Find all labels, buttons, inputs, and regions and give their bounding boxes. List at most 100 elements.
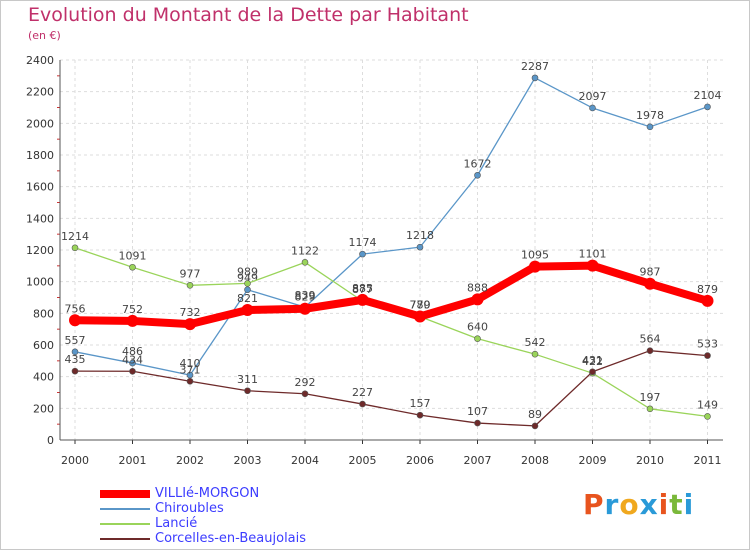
data-label-lancie: 197: [640, 391, 661, 404]
data-point-lancie: [474, 335, 481, 342]
data-label-lancie: 977: [180, 267, 201, 280]
legend-label: Lancié: [155, 516, 198, 531]
data-point-chiroubles: [531, 74, 539, 82]
data-label-villie-morgon: 821: [237, 292, 258, 305]
chart-legend: VILLIé-MORGON Chiroubles Lancié Corcelles-e…: [100, 486, 400, 546]
data-point-chiroubles: [359, 250, 366, 258]
data-point-villie-morgon: [299, 302, 311, 315]
data-label-chiroubles: 839: [295, 289, 316, 302]
data-point-villie-morgon: [529, 260, 541, 273]
y-tick-label: 1200: [26, 244, 54, 257]
legend-label: Corcelles-en-Beaujolais: [155, 531, 307, 546]
data-point-villie-morgon: [241, 304, 254, 317]
y-tick-label: 1600: [26, 181, 54, 194]
data-label-chiroubles: 486: [122, 345, 143, 358]
data-point-lancie: [186, 282, 194, 289]
data-label-lancie: 1091: [119, 249, 147, 262]
data-label-corcelles-en-beaujolais: 533: [697, 338, 718, 351]
x-tick-label: 2006: [406, 454, 434, 467]
data-point-villie-morgon: [126, 314, 139, 327]
data-label-corcelles-en-beaujolais: 292: [295, 376, 316, 389]
data-point-villie-morgon: [701, 294, 714, 307]
chart-title: Evolution du Montant de la Dette par Hab…: [28, 4, 469, 26]
y-tick-label: 200: [33, 402, 54, 415]
data-label-lancie: 542: [525, 336, 546, 349]
x-tick-label: 2002: [176, 454, 204, 467]
y-tick-label: 1800: [26, 149, 54, 162]
series-line-villie-morgon: [71, 261, 712, 329]
x-tick-label: 2010: [636, 454, 664, 467]
data-label-corcelles-en-beaujolais: 157: [410, 397, 431, 410]
data-label-corcelles-en-beaujolais: 371: [180, 363, 201, 376]
logo-letter: x: [639, 488, 659, 521]
data-label-villie-morgon: 987: [640, 266, 661, 279]
data-label-lancie: 779: [410, 299, 431, 312]
data-label-corcelles-en-beaujolais: 564: [640, 333, 661, 346]
x-tick-label: 2003: [234, 454, 262, 467]
proxiti-logo: Proxiti: [583, 488, 694, 521]
data-point-corcelles-en-beaujolais: [359, 400, 366, 408]
legend-swatch: [100, 523, 150, 525]
data-label-chiroubles: 2097: [579, 90, 607, 103]
data-label-lancie: 1214: [61, 230, 89, 243]
data-point-chiroubles: [589, 104, 596, 112]
data-label-corcelles-en-beaujolais: 431: [582, 354, 603, 367]
data-point-chiroubles: [704, 103, 711, 111]
data-label-villie-morgon: 1095: [521, 249, 549, 262]
data-label-chiroubles: 410: [180, 357, 201, 370]
data-label-villie-morgon: 780: [410, 299, 431, 312]
data-point-chiroubles: [646, 123, 654, 131]
data-label-lancie: 422: [582, 355, 603, 368]
data-point-corcelles-en-beaujolais: [129, 367, 136, 375]
y-tick-label: 2400: [26, 54, 54, 67]
y-tick-label: 2200: [26, 86, 54, 99]
y-tick-label: 1400: [26, 212, 54, 225]
data-label-villie-morgon: 829: [295, 291, 316, 304]
data-point-corcelles-en-beaujolais: [244, 387, 251, 395]
legend-item: Chiroubles: [100, 501, 400, 516]
y-tick-label: 1000: [26, 276, 54, 289]
y-tick-label: 400: [33, 371, 54, 384]
data-label-chiroubles: 2104: [694, 89, 722, 102]
legend-swatch: [100, 490, 150, 498]
x-tick-label: 2007: [464, 454, 492, 467]
data-label-chiroubles: 1672: [464, 157, 492, 170]
data-label-corcelles-en-beaujolais: 434: [122, 353, 143, 366]
data-point-lancie: [646, 405, 654, 413]
data-label-chiroubles: 1174: [349, 236, 377, 249]
data-point-corcelles-en-beaujolais: [301, 390, 309, 398]
data-point-villie-morgon: [184, 318, 196, 331]
data-point-lancie: [704, 413, 711, 420]
data-point-chiroubles: [71, 348, 79, 356]
y-tick-label: 2000: [26, 117, 54, 130]
data-point-corcelles-en-beaujolais: [474, 419, 481, 427]
logo-letter: t: [669, 488, 684, 521]
data-label-villie-morgon: 885: [352, 282, 373, 295]
legend-label: VILLIé-MORGON: [155, 486, 260, 501]
logo-letter: i: [683, 488, 695, 521]
logo-letter: i: [658, 488, 670, 521]
data-point-corcelles-en-beaujolais: [71, 367, 79, 375]
data-point-corcelles-en-beaujolais: [531, 422, 539, 430]
x-tick-label: 2001: [119, 454, 147, 467]
data-label-corcelles-en-beaujolais: 227: [352, 386, 373, 399]
data-point-villie-morgon: [471, 293, 484, 306]
y-tick-label: 0: [47, 434, 54, 447]
data-label-lancie: 877: [352, 283, 373, 296]
data-point-lancie: [244, 280, 251, 287]
data-point-corcelles-en-beaujolais: [646, 347, 654, 355]
series-line-corcelles-en-beaujolais: [74, 350, 709, 427]
data-label-lancie: 989: [237, 265, 258, 278]
y-tick-label: 600: [33, 339, 54, 352]
x-tick-label: 2000: [61, 454, 89, 467]
data-label-villie-morgon: 879: [697, 283, 718, 296]
data-point-corcelles-en-beaujolais: [186, 377, 194, 385]
data-label-corcelles-en-beaujolais: 89: [528, 408, 542, 421]
data-label-villie-morgon: 732: [180, 306, 201, 319]
data-point-chiroubles: [244, 286, 251, 294]
data-point-villie-morgon: [586, 259, 599, 272]
data-point-villie-morgon: [356, 293, 369, 306]
x-tick-label: 2004: [291, 454, 319, 467]
data-point-chiroubles: [474, 171, 481, 179]
data-point-lancie: [301, 259, 309, 266]
